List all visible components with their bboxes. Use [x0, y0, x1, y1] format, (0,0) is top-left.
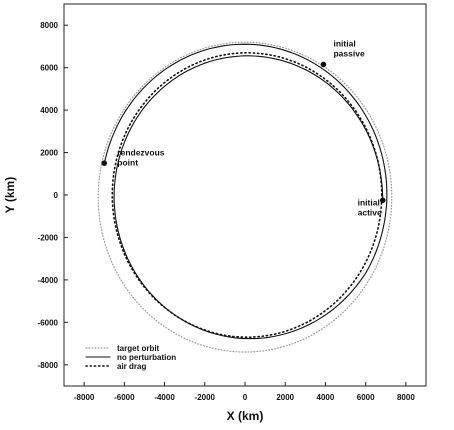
annotation-text: initial [333, 38, 355, 48]
series-no-perturbation [103, 43, 388, 340]
y-tick-label: -2000 [38, 233, 59, 242]
y-tick-label: -4000 [38, 276, 59, 285]
y-tick-label: 6000 [40, 64, 58, 73]
x-tick-label: -2000 [195, 393, 216, 402]
legend-label: no perturbation [117, 353, 176, 362]
legend-label: target orbit [117, 344, 160, 353]
x-tick-label: 6000 [357, 393, 375, 402]
x-tick-label: 2000 [276, 393, 294, 402]
x-tick-label: -6000 [114, 393, 135, 402]
series-target-orbit [97, 41, 393, 353]
marker-initial-active [379, 197, 386, 204]
series-air-drag [111, 51, 383, 339]
annotation-text: rendezvous [117, 148, 165, 158]
y-tick-label: 4000 [40, 106, 58, 115]
y-tick-label: -6000 [38, 318, 59, 327]
y-axis-label: Y (km) [3, 177, 17, 213]
x-tick-label: -4000 [154, 393, 175, 402]
annotation-text: initial [358, 198, 380, 208]
plot-frame [63, 3, 427, 387]
marker-rendezvous-point [101, 160, 108, 166]
marker-initial-passive [320, 61, 327, 68]
y-tick-label: -8000 [38, 361, 59, 370]
y-tick-label: 2000 [40, 149, 58, 158]
annotation-text: passive [333, 48, 364, 58]
annotation-text: point [117, 158, 138, 168]
x-tick-label: 0 [243, 393, 248, 402]
y-tick-label: 0 [54, 191, 59, 200]
legend-label: air drag [117, 362, 146, 371]
x-tick-label: -8000 [74, 393, 95, 402]
y-tick-label: 8000 [40, 21, 58, 30]
x-tick-label: 4000 [317, 393, 335, 402]
x-tick-label: 8000 [397, 393, 415, 402]
x-axis-label: X (km) [227, 409, 264, 423]
annotation-text: active [358, 208, 382, 218]
